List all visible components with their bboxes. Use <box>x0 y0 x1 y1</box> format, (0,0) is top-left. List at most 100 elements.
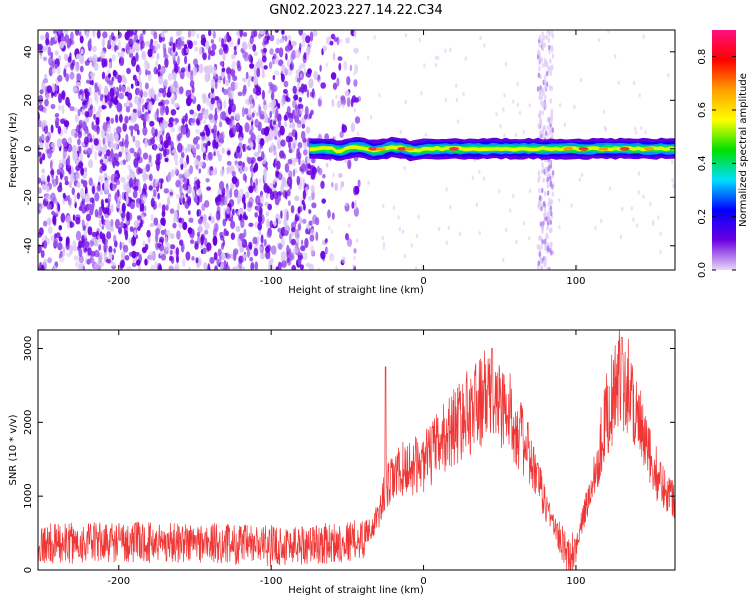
spectrogram-noise-cell <box>642 34 645 39</box>
spectrogram-noise-cell <box>305 164 309 175</box>
spectrogram-noise-cell <box>160 36 166 42</box>
spectrogram-noise-cell <box>76 182 81 188</box>
spectrogram-noise-cell <box>169 244 176 250</box>
spectrogram-noise-cell <box>632 217 635 222</box>
spectrogram-noise-cell <box>54 63 58 70</box>
spectrogram-streak-cell <box>539 266 543 270</box>
spectrogram-noise-cell <box>184 55 188 65</box>
spectrogram-noise-cell <box>126 174 131 181</box>
spectrogram-streak-cell <box>544 130 548 136</box>
colorbar-tick-label: 0.8 <box>697 49 708 65</box>
spectrogram-noise-cell <box>514 132 518 138</box>
spectrogram-noise-cell <box>226 166 230 172</box>
spectrogram-noise-cell <box>225 265 231 270</box>
spectrogram-noise-cell <box>345 37 350 44</box>
spectrogram-noise-cell <box>129 168 133 175</box>
spectrogram-noise-cell <box>253 30 258 38</box>
spectrogram-noise-cell <box>226 67 232 75</box>
spectrogram-noise-cell <box>169 208 175 214</box>
spectrogram-streak-cell <box>538 129 542 136</box>
spectrogram-streak-cell <box>549 210 553 217</box>
spectrogram-noise-cell <box>46 185 50 193</box>
spectrogram-noise-cell <box>123 102 128 108</box>
spectrogram-noise-cell <box>286 210 289 221</box>
spectrogram-noise-cell <box>169 41 173 47</box>
spectrogram-noise-cell <box>247 107 252 118</box>
spectrogram-noise-cell <box>69 106 75 112</box>
figure-title: GN02.2023.227.14.22.C34 <box>269 3 443 18</box>
spectrogram-streak-cell <box>540 56 544 63</box>
spectrogram-noise-cell <box>203 229 209 235</box>
spectrogram-noise-cell <box>208 30 212 37</box>
spectrogram-noise-cell <box>158 202 162 208</box>
spectrogram-noise-cell <box>263 238 267 247</box>
spectrogram-noise-cell <box>298 205 303 213</box>
spectrogram-noise-cell <box>99 259 102 268</box>
spectrogram-noise-cell <box>216 258 220 266</box>
spectrogram-noise-cell <box>310 245 315 256</box>
spectrogram-noise-cell <box>202 95 207 104</box>
spectrogram-noise-cell <box>274 177 279 183</box>
spectrogram-noise-cell <box>190 93 195 100</box>
spectrogram-y-tick-label: 20 <box>23 94 34 107</box>
spectrogram-noise-cell <box>444 97 448 103</box>
spectrogram-noise-cell <box>144 82 149 90</box>
spectrogram-streak-cell <box>541 31 544 37</box>
spectrogram-noise-cell <box>103 252 107 261</box>
spectrogram-noise-cell <box>163 142 169 149</box>
spectrogram-noise-cell <box>300 83 305 94</box>
spectrogram-noise-cell <box>231 60 237 71</box>
spectrogram-noise-cell <box>220 252 226 261</box>
spectrogram-noise-cell <box>303 67 307 77</box>
spectrogram-noise-cell <box>255 85 261 91</box>
spectrogram-noise-cell <box>135 46 140 52</box>
spectrogram-noise-cell <box>298 103 304 109</box>
spectrogram-noise-cell <box>108 245 113 254</box>
spectrogram-noise-cell <box>288 136 293 142</box>
spectrogram-streak-cell <box>548 31 551 37</box>
spectrogram-noise-cell <box>129 147 135 154</box>
spectrogram-noise-cell <box>170 127 175 133</box>
spectrogram-noise-cell <box>146 98 151 103</box>
spectrogram-noise-cell <box>437 226 441 232</box>
spectrogram-noise-cell <box>70 172 75 183</box>
spectrogram-noise-cell <box>283 80 289 88</box>
spectrogram-noise-cell <box>280 69 285 75</box>
spectrogram-noise-cell <box>288 148 293 154</box>
spectrogram-noise-cell <box>85 213 92 222</box>
spectrogram-noise-cell <box>135 198 141 208</box>
spectrogram-noise-cell <box>229 210 233 218</box>
spectrogram-noise-cell <box>250 103 254 110</box>
spectrogram-noise-cell <box>91 231 98 238</box>
spectrogram-noise-cell <box>169 191 173 196</box>
spectrogram-noise-cell <box>82 100 87 106</box>
spectrogram-noise-cell <box>137 215 142 221</box>
spectrogram-noise-cell <box>84 139 89 148</box>
spectrogram-noise-cell <box>274 70 280 76</box>
spectrogram-noise-cell <box>297 152 302 160</box>
spectrogram-noise-cell <box>238 255 244 263</box>
spectrogram-noise-cell <box>64 180 69 186</box>
spectrogram-noise-cell <box>319 95 322 101</box>
spectrogram-noise-cell <box>89 197 95 203</box>
spectrogram-noise-cell <box>144 243 149 251</box>
spectrogram-noise-cell <box>392 205 395 210</box>
spectrogram-streak-cell <box>544 94 547 101</box>
spectrogram-noise-cell <box>237 38 241 45</box>
spectrogram-noise-cell <box>327 209 331 219</box>
spectrogram-noise-cell <box>127 164 132 171</box>
spectrogram-streak-cell <box>542 200 546 207</box>
spectrogram-noise-cell <box>97 256 103 262</box>
spectrogram-noise-cell <box>573 104 576 110</box>
spectrogram-noise-cell <box>131 262 137 268</box>
spectrogram-noise-cell <box>109 132 113 138</box>
spectrogram-noise-cell <box>50 124 54 134</box>
spectrogram-noise-cell <box>146 62 151 70</box>
spectrogram-hot-spot <box>563 147 574 151</box>
spectrogram-noise-cell <box>424 132 427 138</box>
spectrogram-streak-cell <box>539 85 542 91</box>
spectrogram-noise-cell <box>262 30 266 35</box>
spectrogram-noise-cell <box>43 220 48 227</box>
spectrogram-noise-cell <box>210 97 215 105</box>
